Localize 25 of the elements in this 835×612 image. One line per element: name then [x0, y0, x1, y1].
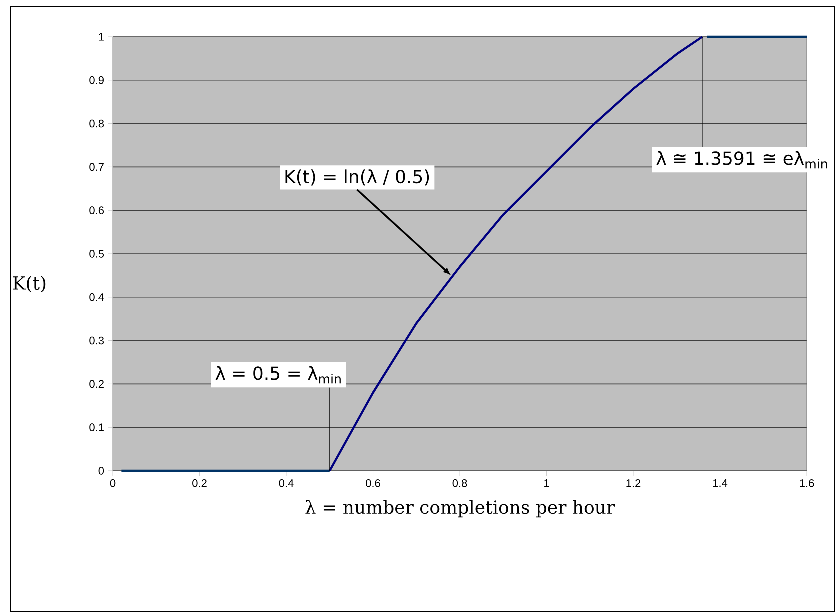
y-tick-label: 0.5 [90, 250, 104, 258]
y-tick-label: 0.3 [90, 336, 104, 345]
y-axis-title: K(t) [13, 276, 46, 293]
y-tick-label: 0.7 [90, 163, 104, 172]
y-tick-label: 0.2 [90, 380, 104, 388]
x-tick-label: 0.8 [452, 480, 468, 488]
y-tick-label: 0.9 [90, 76, 104, 84]
y-tick-label: 0.6 [90, 206, 104, 214]
x-tick-label: 1 [544, 480, 550, 488]
y-tick-label: 0 [98, 467, 104, 475]
x-tick-label: 0.4 [279, 480, 294, 488]
x-tick-label: 0.2 [192, 480, 207, 488]
y-tick-label: 0.1 [90, 424, 104, 432]
annotation: λ ≅ 1.3591 ≅ eλ$_{min}$ [656, 151, 828, 169]
y-tick-label: 0.8 [90, 120, 104, 128]
x-axis-title: λ = number completions per hour [306, 500, 616, 518]
y-tick-label: 1 [99, 33, 104, 41]
y-tick-label: 0.4 [90, 293, 104, 302]
x-tick-label: 1.4 [713, 480, 728, 488]
x-tick-label: 0.6 [366, 480, 380, 488]
x-tick-label: 1.2 [626, 480, 641, 488]
annotation: λ = 0.5 = λ$_{min}$ [216, 366, 341, 384]
annotation: K(t) = ln(λ / 0.5) [286, 170, 430, 186]
x-tick-label: 1.6 [800, 480, 814, 488]
x-tick-label: 0 [110, 480, 116, 488]
